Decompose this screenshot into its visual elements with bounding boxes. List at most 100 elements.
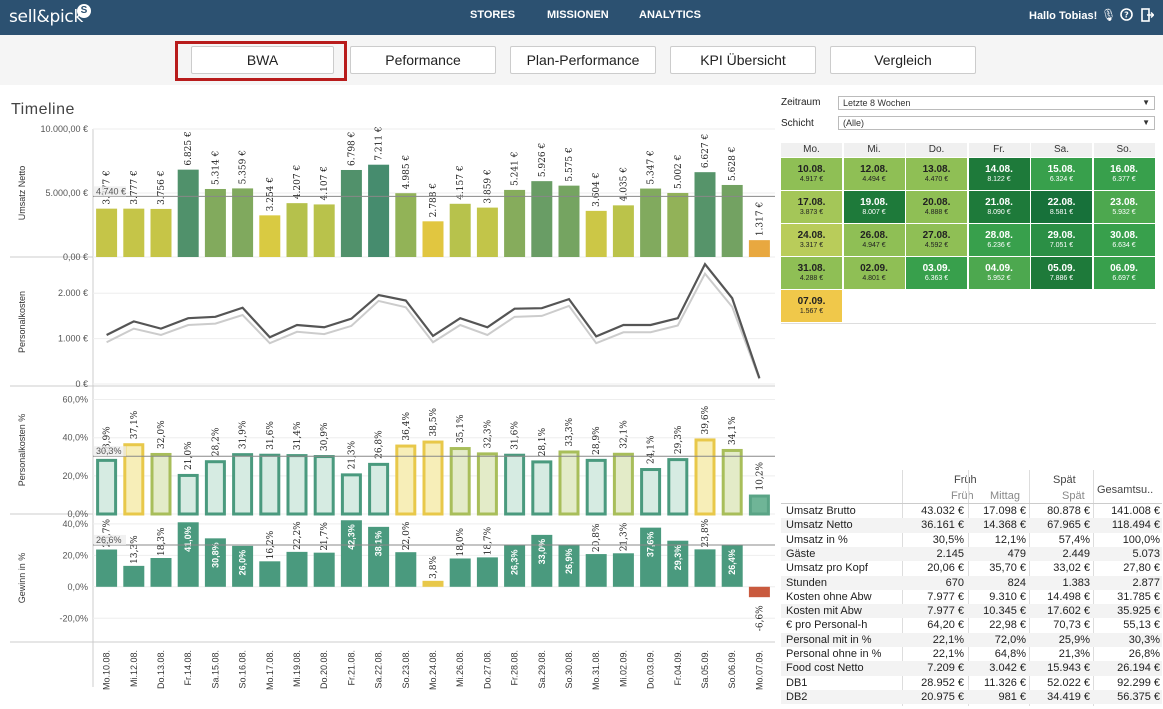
chevron-down-icon: ▼ [1142, 98, 1150, 107]
calendar-day-cell[interactable]: 29.08. 7.051 € [1031, 224, 1092, 256]
personalkosten-pct-data-label: 34,1% [728, 416, 738, 445]
gewinn-data-label: 41,0% [183, 526, 193, 552]
umsatz-data-label: 2.788 € [429, 183, 439, 217]
x-category-label: Mo.10.08. [102, 650, 112, 690]
umsatz-data-label: 5.002 € [674, 155, 684, 189]
table-cell: 26,8% [1128, 648, 1160, 660]
table-cell: 26.194 € [1117, 662, 1160, 675]
personalkosten-pct-bar [476, 452, 498, 516]
calendar-day-cell[interactable]: 10.08. 4.917 € [781, 158, 842, 190]
table-cell: 36.161 € [921, 519, 964, 532]
zeitraum-select[interactable]: Letzte 8 Wochen ▼ [838, 96, 1155, 110]
umsatz-data-label: 4.035 € [619, 167, 629, 201]
personalkosten-pct-bar [504, 453, 526, 516]
help-icon[interactable]: ? [1119, 8, 1133, 24]
personalkosten-pct-data-label: 30,9% [320, 422, 330, 451]
calendar-day-value: 6.324 € [1049, 176, 1074, 183]
table-row-stripe [781, 689, 1162, 705]
calendar-day-cell[interactable]: 04.09. 5.952 € [968, 257, 1030, 289]
group-header-spaet: Spät [1053, 474, 1076, 486]
table-cell: 11.326 € [983, 676, 1026, 689]
calendar-day-cell[interactable]: 19.08. 8.007 € [843, 191, 905, 223]
calendar-day-cell[interactable]: 24.08. 3.317 € [781, 224, 842, 256]
umsatz-tick-label: 5.000,00 € [45, 188, 88, 198]
nav-missionen[interactable]: MISSIONEN [547, 9, 609, 21]
personalkosten-pct-reference-label: 30,3% [96, 446, 122, 456]
calendar-day-cell[interactable]: 03.09. 6.363 € [906, 257, 967, 289]
gewinn-data-label: 26,4% [727, 549, 737, 575]
calendar-day-cell[interactable]: 30.08. 6.634 € [1093, 224, 1155, 256]
calendar-day-date: 23.08. [1110, 197, 1138, 208]
calendar-day-cell[interactable]: 26.08. 4.947 € [843, 224, 905, 256]
calendar-day-cell[interactable]: 07.09. 1.567 € [781, 290, 842, 322]
personalkosten-pct-data-label: 36,4% [402, 412, 412, 441]
gewinn-data-label: 21,3% [619, 522, 629, 551]
umsatz-data-label: 6.825 € [184, 131, 194, 165]
gewinn-reference-label: 26,6% [96, 535, 122, 545]
personalkosten-pct-bar [259, 453, 281, 516]
personalkosten-pct-bar [368, 462, 390, 516]
calendar-day-cell[interactable]: 17.08. 3.873 € [781, 191, 842, 223]
subheader-mittag: Mittag [990, 490, 1020, 502]
umsatz-bar [640, 188, 662, 257]
calendar-day-cell[interactable]: 05.09. 7.886 € [1031, 257, 1092, 289]
umsatz-data-label: 7.211 € [375, 126, 385, 160]
gewinn-data-label: 21,7% [320, 522, 330, 551]
table-row-label: Personal mit in % [786, 633, 872, 646]
calendar-day-date: 16.08. [1110, 164, 1138, 175]
personalkosten-pct-bar [232, 453, 254, 516]
nav-stores[interactable]: STORES [470, 9, 516, 21]
calendar-day-cell[interactable]: 20.08. 4.888 € [906, 191, 967, 223]
umsatz-data-label: 3.756 € [157, 171, 167, 205]
x-category-label: Fr.04.09. [673, 650, 683, 686]
table-cell: 7.209 € [927, 662, 964, 675]
calendar-day-cell[interactable]: 13.08. 4.470 € [906, 158, 967, 190]
calendar-day-cell[interactable]: 27.08. 4.592 € [906, 224, 967, 256]
x-category-label: So.06.09. [727, 650, 737, 689]
calendar-day-cell[interactable]: 31.08. 4.288 € [781, 257, 842, 289]
gewinn-data-label: 33,0% [537, 539, 547, 565]
x-category-label: Fr.28.08. [510, 650, 520, 686]
table-cell: 28.952 € [921, 676, 964, 689]
table-cell: 14.368 € [983, 519, 1026, 532]
calendar-day-cell[interactable]: 22.08. 8.581 € [1031, 191, 1092, 223]
calendar-day-date: 24.08. [797, 230, 826, 241]
calendar-day-cell[interactable]: 02.09. 4.801 € [843, 257, 905, 289]
table-row-label: Kosten ohne Abw [786, 590, 872, 603]
calendar-day-cell[interactable]: 14.08. 8.122 € [968, 158, 1030, 190]
calendar-day-cell[interactable]: 15.08. 6.324 € [1031, 158, 1092, 190]
tab-bwa[interactable]: BWA [191, 46, 334, 74]
table-row-stripe [781, 632, 1162, 647]
gewinn-data-label: 20,8% [592, 523, 602, 552]
tab-peformance[interactable]: Peformance [350, 46, 496, 74]
personalkosten-series-line [106, 262, 761, 379]
calendar-day-date: 21.08. [985, 197, 1013, 208]
calendar-day-cell[interactable]: 06.09. 6.697 € [1093, 257, 1155, 289]
calendar-day-cell[interactable]: 21.08. 8.090 € [968, 191, 1030, 223]
x-category-label: Fr.21.08. [346, 650, 356, 686]
gewinn-data-label: 18,7% [483, 526, 493, 555]
schicht-select[interactable]: (Alle) ▼ [838, 116, 1155, 130]
nav-analytics[interactable]: ANALYTICS [639, 9, 701, 21]
table-cell: 43.032 € [921, 505, 964, 517]
umsatz-bar [476, 207, 498, 257]
table-cell: 981 € [998, 690, 1026, 703]
calendar-day-cell[interactable]: 12.08. 4.494 € [843, 158, 905, 190]
tab-plan-performance[interactable]: Plan-Performance [510, 46, 656, 74]
gewinn-tick-label: 40,0% [62, 519, 88, 529]
gewinn-data-label: 3,8% [429, 556, 439, 579]
table-cell: 10.345 € [983, 605, 1026, 618]
calendar-day-date: 12.08. [860, 164, 888, 175]
tab-vergleich[interactable]: Vergleich [830, 46, 976, 74]
table-cell: 56.375 € [1117, 690, 1160, 703]
calendar-day-cell[interactable]: 16.08. 6.377 € [1093, 158, 1155, 190]
brand-logo[interactable]: sell&pick [9, 7, 84, 27]
calendar-day-cell[interactable]: 28.08. 6.236 € [968, 224, 1030, 256]
logout-icon[interactable] [1140, 8, 1155, 24]
microphone-icon[interactable]: 🎙︎ [1101, 8, 1117, 22]
table-cell: 34.419 € [1047, 690, 1090, 703]
calendar-day-cell[interactable]: 23.08. 5.932 € [1093, 191, 1155, 223]
personalkosten-pct-tick-label: 0,0% [67, 509, 88, 519]
calendar-day-value: 8.122 € [987, 176, 1011, 183]
tab-kpi-uebersicht[interactable]: KPI Übersicht [670, 46, 816, 74]
